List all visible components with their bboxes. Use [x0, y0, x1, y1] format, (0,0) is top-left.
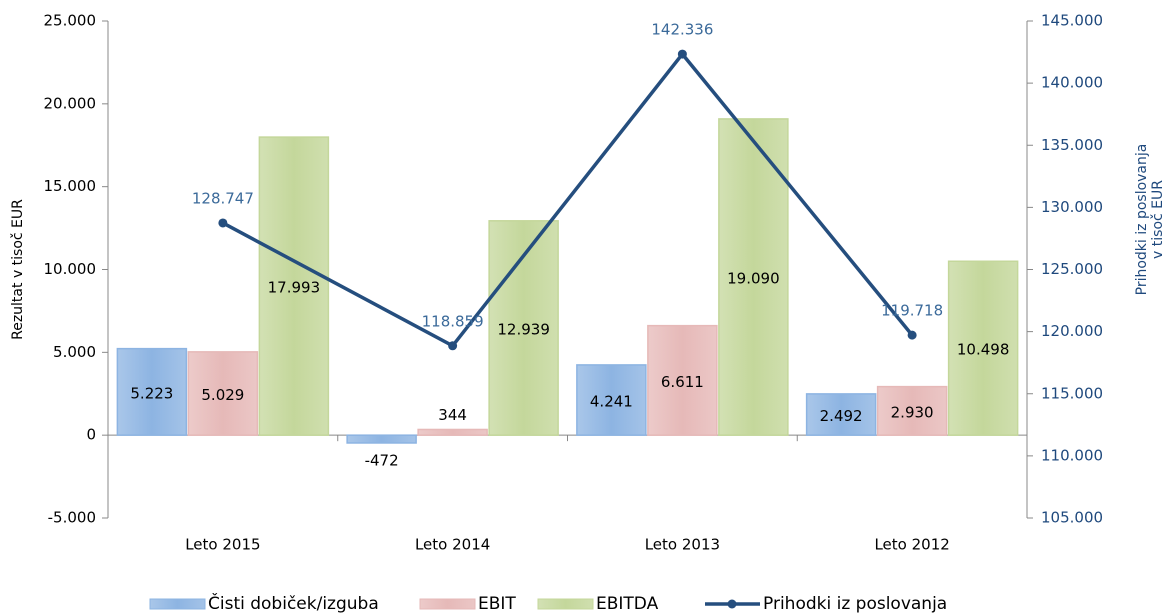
line-point — [218, 218, 228, 228]
y-axis-label: Rezultat v tisoč EUR — [10, 199, 26, 340]
legend-swatch — [537, 598, 594, 610]
bar — [805, 393, 877, 436]
bar-value-label: 10.498 — [957, 341, 1010, 359]
y2-tick-label: 145.000 — [1041, 12, 1103, 30]
y2-tick-label: 115.000 — [1041, 384, 1103, 402]
x-tick-label: Leto 2014 — [415, 536, 490, 554]
y-tick-label: 0 — [86, 426, 96, 444]
legend-swatch — [149, 598, 206, 610]
bar-value-label: 17.993 — [268, 279, 321, 297]
line — [222, 51, 914, 349]
y-tick-label: 20.000 — [44, 94, 97, 112]
line-point — [448, 341, 458, 351]
line-value-label: 119.718 — [881, 302, 943, 320]
line-point — [677, 49, 687, 59]
line-point — [907, 330, 917, 340]
line-value-label: 128.747 — [192, 189, 254, 207]
bar-value-label: 19.090 — [727, 270, 780, 288]
line-value-label: 118.859 — [422, 312, 484, 330]
y2-tick-label: 130.000 — [1041, 198, 1103, 216]
y2-tick-label: 140.000 — [1041, 74, 1103, 92]
bar-value-label: 4.241 — [590, 393, 633, 411]
y-tick-label: 15.000 — [44, 177, 97, 195]
y-tick-label: 5.000 — [53, 343, 96, 361]
legend-label: EBITDA — [596, 594, 659, 614]
bar-value-label: 12.939 — [497, 320, 550, 338]
bar-value-label: 5.223 — [130, 384, 173, 402]
bar-value-label: 6.611 — [661, 373, 704, 391]
y2-tick-label: 110.000 — [1041, 446, 1103, 464]
y-tick-label: 10.000 — [44, 260, 97, 278]
bar-value-label: -472 — [365, 451, 399, 469]
y2-tick-label: 120.000 — [1041, 322, 1103, 340]
x-tick-label: Leto 2015 — [185, 536, 260, 554]
x-tick-label: Leto 2013 — [645, 536, 720, 554]
legend-label: Prihodki iz poslovanja — [763, 594, 947, 614]
y2-axis-label: Prihodki iz poslovanja — [1134, 144, 1150, 296]
bar — [647, 324, 718, 436]
legend-label: Čisti dobiček/izguba — [208, 592, 379, 614]
legend-label: EBIT — [478, 594, 516, 614]
bar-value-label: 2.492 — [820, 407, 863, 425]
bar — [258, 136, 330, 436]
bar — [116, 347, 188, 436]
bar — [576, 364, 647, 436]
y2-tick-label: 125.000 — [1041, 260, 1103, 278]
y2-axis-label: v tisoč EUR — [1150, 180, 1166, 259]
bar — [187, 351, 259, 436]
y-tick-label: -5.000 — [48, 509, 96, 527]
y2-tick-label: 135.000 — [1041, 136, 1103, 154]
bar — [876, 385, 948, 436]
legend-swatch — [419, 598, 476, 610]
y2-tick-label: 105.000 — [1041, 509, 1103, 527]
bar — [346, 434, 417, 444]
bar — [947, 260, 1019, 436]
bar-value-label: 2.930 — [891, 403, 934, 421]
line-value-label: 142.336 — [651, 21, 713, 39]
bar-value-label: 344 — [438, 406, 467, 424]
x-tick-label: Leto 2012 — [874, 536, 949, 554]
legend-swatch — [727, 599, 737, 609]
bar — [417, 428, 488, 436]
y-tick-label: 25.000 — [44, 12, 97, 30]
bar-value-label: 5.029 — [201, 386, 244, 404]
